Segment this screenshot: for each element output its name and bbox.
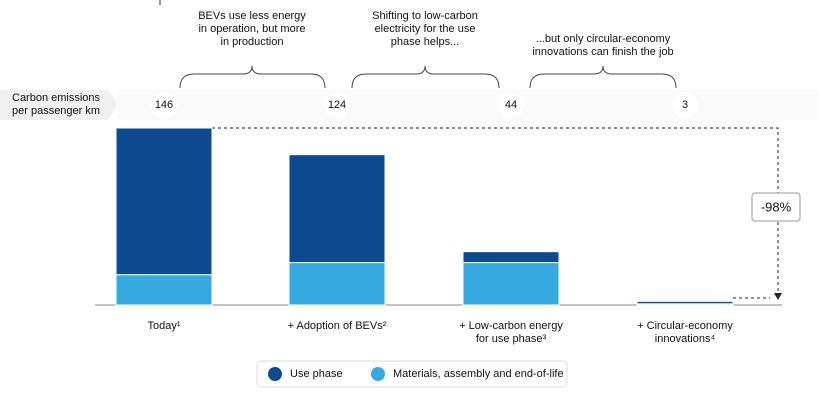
total-badge: [498, 92, 524, 118]
total-badge: [672, 92, 698, 118]
bar-segment: [115, 127, 213, 276]
bar-segment: [115, 274, 213, 306]
total-label: 146: [155, 99, 173, 111]
category-label: + Adoption of BEVs²: [287, 320, 387, 332]
annotation: Shifting to low-carbon electricity for t…: [372, 10, 478, 48]
total-badge: [324, 92, 350, 118]
category-label: Today¹: [147, 320, 181, 332]
bar-segment: [636, 300, 734, 305]
bar-segment: [288, 262, 386, 306]
category-label: + Low-carbon energy for use phase³: [459, 320, 563, 345]
legend-marker: [371, 367, 385, 381]
total-label: 124: [328, 99, 346, 111]
braces: [179, 65, 677, 89]
change-label: -98%: [761, 199, 792, 214]
category-label: + Circular-economy innovations⁴: [637, 320, 733, 345]
change-guide: [212, 127, 779, 299]
legend-label: Use phase: [290, 368, 343, 380]
legend-marker: [268, 367, 282, 381]
change-box: [751, 192, 801, 222]
annotation: BEVs use less energy in operation, but m…: [198, 10, 306, 48]
row-label-box: [0, 90, 118, 120]
row-band: [118, 90, 818, 120]
legend-label: Materials, assembly and end-of-life: [393, 368, 564, 380]
total-badge: [151, 92, 177, 118]
annotation: ...but only circular-economy innovations…: [532, 33, 674, 58]
bar-segment: [288, 154, 386, 264]
bar-segment: [462, 251, 560, 264]
bar-segment: [462, 262, 560, 306]
row-label: Carbon emissions per passenger km: [12, 92, 101, 117]
arrow-head: [774, 293, 782, 300]
total-label: 3: [682, 99, 688, 111]
legend-box: [256, 360, 568, 388]
total-label: 44: [505, 99, 517, 111]
